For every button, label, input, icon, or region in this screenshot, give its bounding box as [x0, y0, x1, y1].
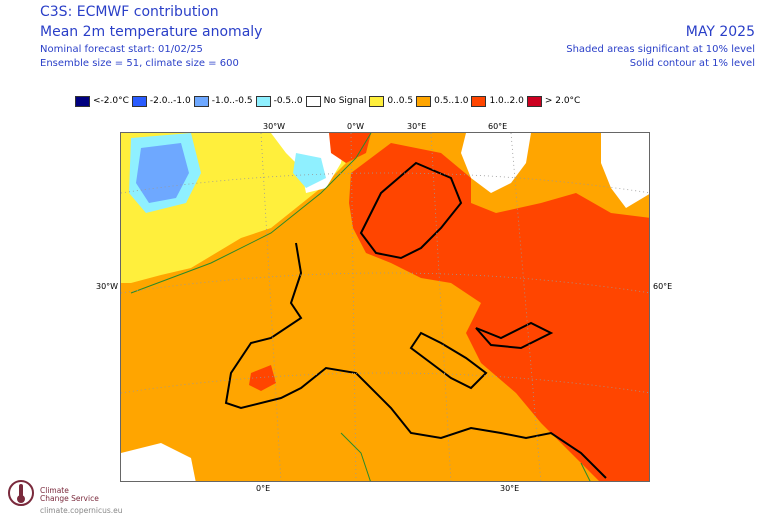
legend-swatch	[131, 95, 147, 107]
copernicus-logo: Climate Change Service climate.copernicu…	[6, 474, 123, 518]
legend-swatch	[193, 95, 209, 107]
significance-contour	[130, 133, 591, 481]
lon-label-top: 30°W	[263, 122, 286, 131]
valid-period: MAY 2025	[685, 24, 755, 40]
significance-note: Shaded areas significant at 10% level	[566, 44, 755, 55]
legend-swatch	[526, 95, 542, 107]
legend-item: 1.0..2.0	[471, 95, 524, 107]
contour-note: Solid contour at 1% level	[629, 58, 755, 69]
climate-logo-icon	[8, 480, 34, 506]
product-title: C3S: ECMWF contribution	[40, 4, 219, 20]
logo-line1: Climate	[40, 486, 69, 495]
logo-line2: Change Service	[40, 494, 99, 503]
legend-item: <-2.0°C	[75, 95, 129, 107]
lon-label-top: 0°W	[347, 122, 364, 131]
legend-item: 0..0.5	[369, 95, 414, 107]
legend-label: No Signal	[323, 96, 367, 106]
no-signal-region	[461, 133, 531, 193]
legend-label: 0.5..1.0	[434, 96, 469, 106]
anomaly-region-cyan	[293, 153, 326, 188]
ensemble-size: Ensemble size = 51, climate size = 600	[40, 58, 239, 69]
anomaly-map-svg	[121, 133, 649, 481]
legend-item: -0.5..0	[255, 95, 303, 107]
legend-swatch	[471, 95, 487, 107]
legend-swatch	[305, 95, 321, 107]
no-signal-region	[121, 443, 196, 481]
color-legend: <-2.0°C -2.0..-1.0 -1.0..-0.5 -0.5..0 No…	[75, 94, 583, 108]
forecast-start: Nominal forecast start: 01/02/25	[40, 44, 203, 55]
anomaly-region-red	[249, 365, 276, 391]
legend-swatch	[369, 95, 385, 107]
no-signal-region	[601, 133, 649, 208]
anomaly-region-red	[329, 133, 371, 163]
legend-label: -0.5..0	[273, 96, 303, 106]
coastline	[224, 161, 607, 479]
legend-label: -2.0..-1.0	[149, 96, 191, 106]
variable-title: Mean 2m temperature anomaly	[40, 24, 263, 40]
legend-item: -1.0..-0.5	[193, 95, 253, 107]
legend-label: > 2.0°C	[544, 96, 581, 106]
lon-label-bottom: 0°E	[256, 484, 271, 493]
legend-label: -1.0..-0.5	[211, 96, 253, 106]
legend-label: 1.0..2.0	[489, 96, 524, 106]
anomaly-region-lightblue	[136, 143, 189, 203]
legend-swatch	[416, 95, 432, 107]
legend-item: 0.5..1.0	[416, 95, 469, 107]
legend-item: > 2.0°C	[526, 95, 581, 107]
legend-swatch	[75, 95, 90, 107]
legend-item: No Signal	[305, 95, 367, 107]
legend-swatch	[255, 95, 271, 107]
lon-label-top: 60°E	[488, 122, 508, 131]
legend-label: 0..0.5	[387, 96, 414, 106]
lon-label-bottom: 30°E	[500, 484, 520, 493]
lon-label-left: 30°W	[96, 282, 119, 291]
lon-label-right: 60°E	[653, 282, 673, 291]
logo-url: climate.copernicus.eu	[40, 506, 123, 515]
legend-item: -2.0..-1.0	[131, 95, 191, 107]
anomaly-region-red	[349, 143, 649, 481]
anomaly-map	[120, 132, 650, 482]
lon-label-top: 30°E	[407, 122, 427, 131]
legend-label: <-2.0°C	[93, 96, 129, 106]
